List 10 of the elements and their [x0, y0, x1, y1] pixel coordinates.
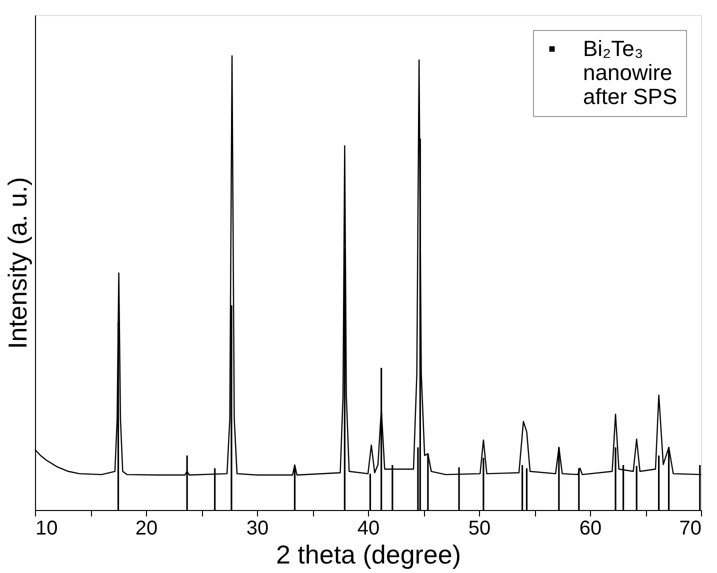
x-tick-label: 40: [357, 518, 380, 540]
x-tick-label: 20: [135, 518, 158, 540]
x-tick-label: 10: [36, 518, 58, 540]
x-tick-label: 50: [468, 518, 491, 540]
x-tick-label: 70: [679, 518, 702, 540]
x-tick-label: 30: [246, 518, 269, 540]
x-tick-label: 60: [579, 518, 602, 540]
legend-label: Bi₂Te₃ nanowire after SPS: [583, 36, 678, 109]
y-axis-title: Intensity (a. u.): [2, 177, 32, 349]
x-axis-title: 2 theta (degree): [276, 540, 462, 570]
